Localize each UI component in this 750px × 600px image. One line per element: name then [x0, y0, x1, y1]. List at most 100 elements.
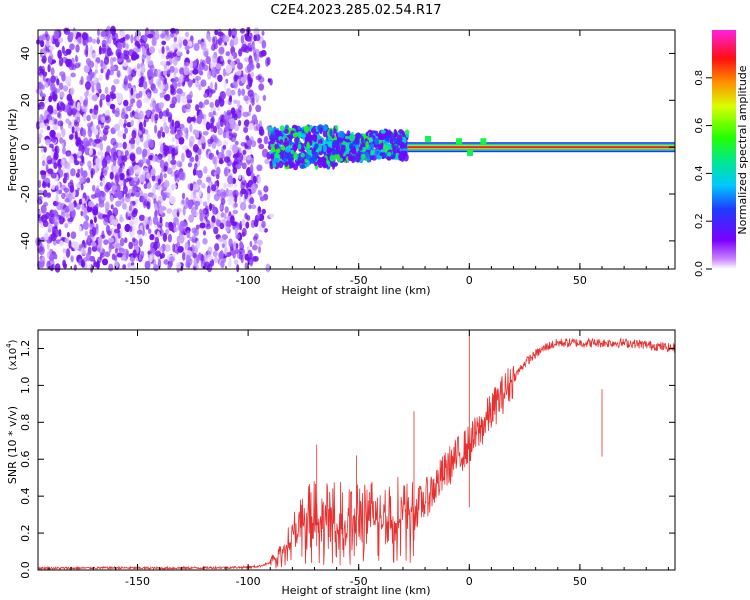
signal-dot: [357, 133, 362, 139]
noise-dot: [136, 229, 143, 235]
noise-dot: [226, 109, 232, 116]
noise-dot: [55, 132, 62, 139]
noise-dot: [229, 215, 235, 224]
noise-dot: [75, 56, 79, 62]
y-tick-label: 0.0: [19, 561, 32, 579]
noise-dot: [222, 144, 227, 150]
noise-dot: [94, 69, 98, 74]
noise-dot: [130, 119, 134, 127]
noise-dot: [256, 164, 263, 172]
noise-dot: [203, 230, 206, 236]
noise-dot: [158, 84, 165, 91]
noise-dot: [249, 259, 254, 267]
signal-dot: [300, 152, 306, 158]
noise-dot: [169, 103, 176, 109]
noise-dot: [128, 76, 133, 82]
noise-dot: [88, 263, 92, 270]
noise-dot: [133, 216, 139, 226]
noise-dot: [128, 220, 135, 226]
noise-dot: [261, 208, 267, 215]
noise-dot: [185, 130, 189, 140]
noise-dot: [222, 68, 226, 77]
noise-dot: [244, 190, 249, 200]
noise-dot: [86, 177, 91, 184]
noise-dot: [64, 237, 70, 244]
noise-dot: [70, 168, 76, 177]
signal-dot: [391, 143, 395, 149]
noise-dot: [53, 221, 59, 227]
noise-dot: [258, 245, 261, 254]
signal-dot: [314, 151, 319, 158]
noise-dot: [81, 32, 88, 41]
noise-dot: [173, 37, 177, 42]
noise-dot: [254, 53, 260, 64]
noise-dot: [262, 94, 267, 101]
noise-dot: [218, 252, 223, 259]
noise-dot: [85, 252, 91, 262]
noise-dot: [78, 198, 83, 205]
noise-dot: [162, 70, 167, 76]
noise-dot: [130, 87, 134, 96]
noise-dot: [147, 59, 154, 66]
noise-dot: [67, 167, 70, 172]
noise-dot: [61, 192, 66, 200]
noise-dot: [202, 238, 208, 245]
snr-series-line: [37, 330, 675, 571]
noise-dot: [114, 228, 120, 234]
y-tick-label: 0.4: [19, 487, 32, 505]
signal-dot: [380, 129, 386, 134]
signal-dot: [331, 148, 335, 156]
noise-dot: [219, 203, 223, 211]
noise-dot: [119, 216, 125, 223]
noise-dot: [46, 192, 52, 199]
signal-dot: [368, 137, 374, 143]
signal-dot: [269, 153, 275, 160]
signal-dot: [276, 130, 283, 136]
noise-dot: [202, 131, 209, 136]
noise-dot: [105, 181, 112, 191]
noise-dot: [196, 179, 203, 186]
noise-dot: [142, 80, 148, 90]
noise-dot: [223, 212, 227, 220]
noise-dot: [69, 43, 75, 51]
noise-dot: [192, 78, 196, 84]
noise-dot: [234, 202, 238, 208]
noise-dot: [150, 247, 155, 253]
noise-dot: [215, 63, 222, 70]
signal-dot: [394, 129, 398, 138]
noise-dot: [181, 192, 186, 200]
noise-dot: [182, 145, 189, 151]
noise-dot: [212, 110, 216, 116]
noise-dot: [233, 99, 238, 104]
noise-dot: [195, 154, 199, 162]
noise-dot: [73, 241, 80, 251]
noise-dot: [81, 170, 88, 178]
noise-dot: [67, 217, 74, 222]
noise-dot: [86, 122, 93, 128]
noise-dot: [248, 77, 253, 88]
noise-dot: [70, 255, 74, 263]
noise-dot: [45, 212, 50, 220]
noise-dot: [189, 183, 194, 192]
noise-dot: [241, 227, 247, 237]
signal-dot: [369, 143, 375, 148]
noise-dot: [53, 109, 58, 115]
noise-dot: [219, 222, 225, 230]
noise-dot: [74, 62, 81, 69]
noise-dot: [241, 219, 246, 227]
noise-dot: [200, 79, 207, 87]
noise-dot: [126, 143, 133, 152]
noise-dot: [85, 81, 91, 91]
noise-dot: [217, 31, 224, 37]
signal-band: [267, 124, 411, 171]
noise-dot: [170, 124, 175, 134]
noise-dot: [135, 146, 142, 155]
noise-dot: [254, 233, 259, 240]
signal-dot: [360, 136, 365, 145]
noise-dot: [249, 47, 253, 52]
noise-dot: [60, 159, 66, 167]
noise-dot: [80, 247, 87, 255]
noise-dot: [89, 71, 93, 81]
noise-dot: [49, 234, 54, 243]
noise-dot: [59, 91, 65, 98]
